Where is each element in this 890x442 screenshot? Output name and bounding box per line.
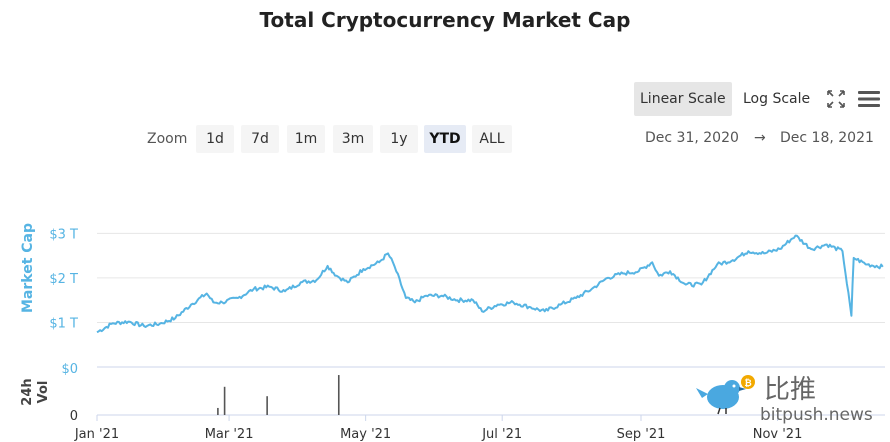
x-tick-label: Nov '21 (753, 427, 803, 442)
y-axis-title: Market Cap (20, 223, 36, 313)
x-tick-label: Mar '21 (205, 427, 254, 442)
svg-text:₿: ₿ (744, 378, 751, 389)
watermark-brand-url: bitpush.news (760, 405, 873, 425)
y-tick-label: $1 T (49, 316, 78, 331)
log-scale-button[interactable]: Log Scale (743, 91, 811, 107)
bird-logo-icon: ₿ (696, 375, 755, 415)
x-tick-label: Jan '21 (74, 427, 119, 442)
range-arrow: → (754, 130, 766, 146)
volume-tick-label: $0 (61, 362, 78, 377)
y-tick-label: $3 T (49, 227, 78, 242)
linear-scale-button[interactable]: Linear Scale (634, 82, 732, 116)
x-tick-label: Sep '21 (617, 427, 666, 442)
x-tick-label: Jul '21 (481, 427, 522, 442)
y-tick-label: $2 T (49, 272, 78, 287)
menu-icon[interactable] (855, 86, 883, 112)
range-to-input[interactable]: Dec 18, 2021 (780, 130, 874, 146)
fullscreen-icon[interactable] (822, 86, 850, 112)
watermark-brand-cn: 比推 (764, 375, 816, 405)
zoom-1d-button[interactable]: 1d (196, 125, 234, 153)
market-cap-line (96, 234, 884, 334)
zoom-1m-button[interactable]: 1m (287, 125, 325, 153)
x-tick-label: May '21 (340, 427, 391, 442)
volume-bar-4 (337, 375, 340, 415)
zoom-3m-button[interactable]: 3m (333, 125, 373, 153)
volume-axis-title-line-1: 24h (20, 378, 35, 405)
zoom-ytd-button[interactable]: YTD (424, 125, 466, 153)
volume-tick-label: 0 (70, 409, 78, 424)
zoom-7d-button[interactable]: 7d (241, 125, 279, 153)
volume-bar-2 (223, 386, 226, 415)
range-from-input[interactable]: Dec 31, 2020 (645, 130, 739, 146)
volume-bar-1 (217, 407, 219, 415)
zoom-all-button[interactable]: ALL (472, 125, 512, 153)
zoom-label: Zoom (147, 131, 188, 147)
volume-bar-3 (266, 396, 268, 415)
chart-title: Total Cryptocurrency Market Cap (259, 8, 631, 32)
volume-axis-title-line-2: Vol (36, 381, 51, 404)
zoom-1y-button[interactable]: 1y (380, 125, 418, 153)
bitpush-watermark: ₿ 比推 bitpush.news (690, 370, 880, 430)
